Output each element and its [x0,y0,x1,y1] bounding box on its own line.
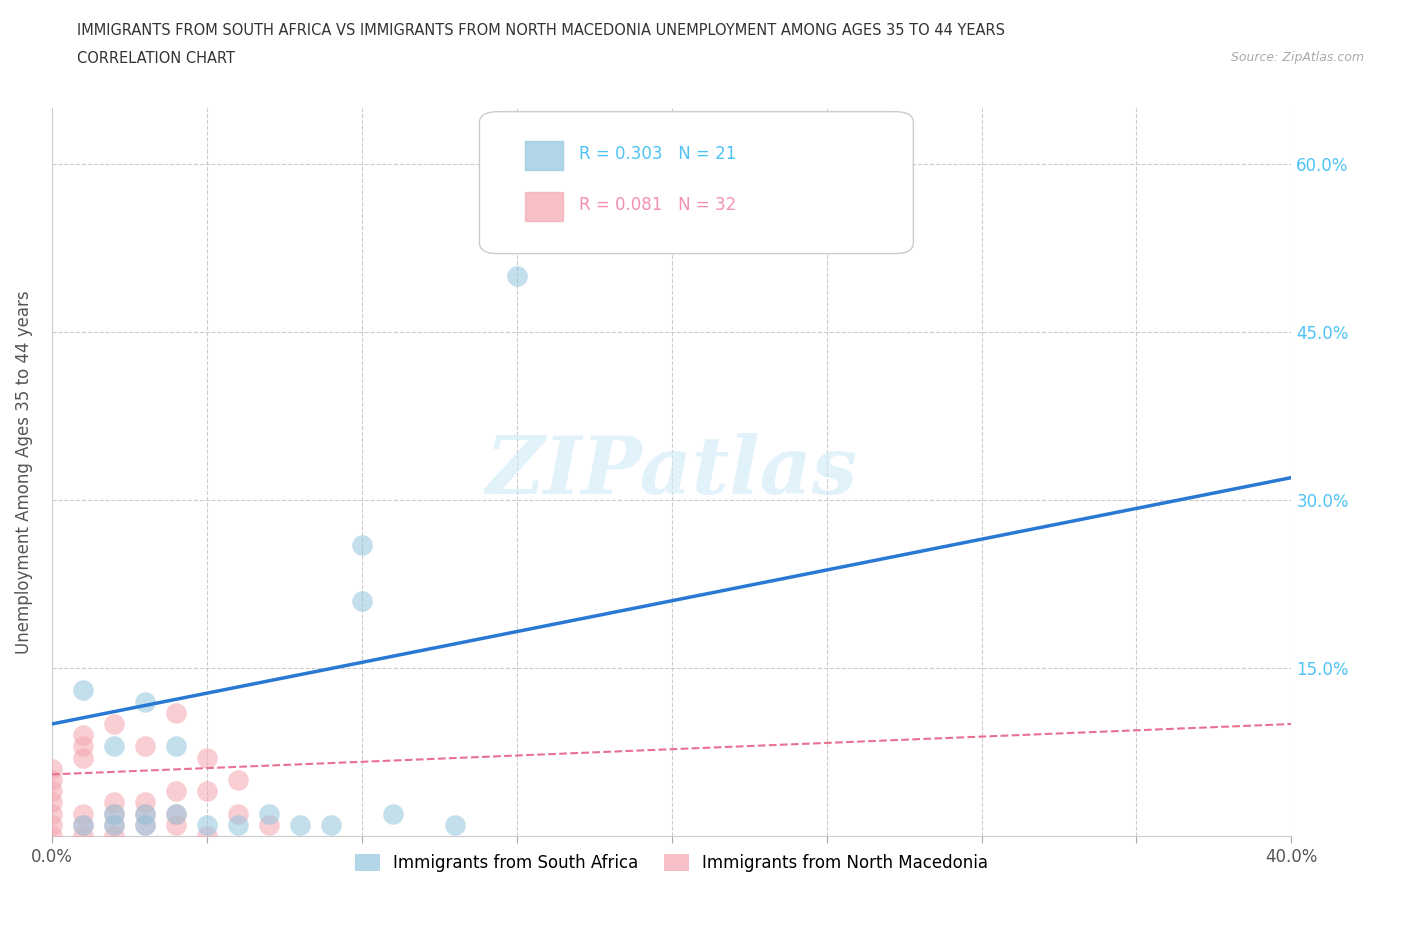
Point [165,705,187,720]
Point [134,806,156,821]
Text: CORRELATION CHART: CORRELATION CHART [77,51,235,66]
Point [195,784,218,799]
Point [505,269,527,284]
Point [319,817,342,832]
Point [257,817,280,832]
Point [226,817,249,832]
Point [599,213,621,228]
Point [134,694,156,709]
Point [103,806,125,821]
Point [350,538,373,552]
Point [134,795,156,810]
Point [72,829,94,844]
Point [195,829,218,844]
Point [72,817,94,832]
Point [41,795,63,810]
Point [134,817,156,832]
Point [103,806,125,821]
Point [226,773,249,788]
Point [103,817,125,832]
Point [165,784,187,799]
Point [226,806,249,821]
Point [103,717,125,732]
Text: R = 0.303   N = 21: R = 0.303 N = 21 [579,145,735,163]
Bar [526,192,562,220]
Point [134,806,156,821]
Point [134,817,156,832]
Point [72,806,94,821]
Point [72,728,94,743]
Point [103,817,125,832]
Point [165,806,187,821]
Point [288,817,311,832]
Point [41,806,63,821]
Point [41,762,63,777]
Point [103,829,125,844]
Point [41,817,63,832]
Point [41,773,63,788]
Point [134,739,156,754]
Point [165,806,187,821]
Text: IMMIGRANTS FROM SOUTH AFRICA VS IMMIGRANTS FROM NORTH MACEDONIA UNEMPLOYMENT AMO: IMMIGRANTS FROM SOUTH AFRICA VS IMMIGRAN… [77,23,1005,38]
Point [350,593,373,608]
Text: R = 0.081   N = 32: R = 0.081 N = 32 [579,196,735,214]
Y-axis label: Unemployment Among Ages 35 to 44 years: Unemployment Among Ages 35 to 44 years [15,290,32,654]
Point [72,739,94,754]
Point [195,751,218,765]
Point [381,806,404,821]
Legend: Immigrants from South Africa, Immigrants from North Macedonia: Immigrants from South Africa, Immigrants… [349,847,994,879]
Point [72,751,94,765]
Text: Source: ZipAtlas.com: Source: ZipAtlas.com [1230,51,1364,64]
Text: ZIPatlas: ZIPatlas [485,433,858,511]
Point [165,739,187,754]
Point [103,795,125,810]
Point [41,784,63,799]
Point [103,739,125,754]
Point [72,683,94,698]
Point [257,806,280,821]
Point [195,817,218,832]
Point [165,817,187,832]
Point [72,817,94,832]
Point [443,817,465,832]
Bar [526,140,562,170]
Point [41,829,63,844]
FancyBboxPatch shape [479,112,914,254]
